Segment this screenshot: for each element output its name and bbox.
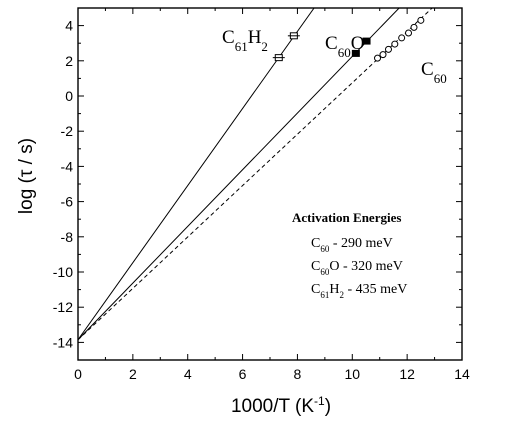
data-point-c60 [384, 45, 392, 53]
x-tick-label: 14 [454, 366, 470, 382]
legend-entry: C60O - 320 meV [311, 259, 403, 277]
data-point-c60 [410, 23, 418, 31]
x-tick-label: 6 [239, 366, 247, 382]
fit-line-c61h2 [78, 8, 315, 341]
data-point-c60o [362, 37, 371, 45]
data-point-c61h2 [287, 32, 300, 40]
data-point-c60 [391, 40, 399, 48]
series-label-c60: C60 [421, 59, 447, 86]
data-point-c60 [379, 51, 387, 59]
x-tick-label: 12 [399, 366, 415, 382]
data-point-c60 [398, 34, 406, 42]
data-point-c61h2 [272, 54, 285, 62]
x-tick-label: 8 [294, 366, 302, 382]
y-tick-label: 2 [65, 53, 73, 69]
y-tick-label: -6 [61, 194, 74, 210]
legend-entry: C61H2 - 435 meV [311, 282, 407, 300]
y-tick-label: -4 [61, 158, 74, 174]
y-tick-label: 4 [65, 18, 73, 34]
fit-line-c60o [78, 8, 400, 341]
plot-frame [77, 7, 463, 361]
series-label-c60o: C60O [325, 33, 364, 60]
fit-line-c60 [78, 8, 433, 341]
y-tick-label: 0 [65, 88, 73, 104]
y-tick-label: -2 [61, 123, 74, 139]
y-tick-label: -14 [53, 334, 73, 350]
x-tick-label: 0 [74, 366, 82, 382]
data-point-c60 [374, 54, 382, 62]
legend-entry: C60 - 290 meV [311, 236, 393, 254]
y-axis-title: log (τ / s) [16, 138, 37, 214]
x-tick-label: 2 [129, 366, 137, 382]
data-point-c60 [417, 16, 425, 24]
legend-title: Activation Energies [292, 210, 401, 225]
x-tick-label: 10 [344, 366, 360, 382]
series-label-c61h2: C61H2 [222, 27, 268, 54]
x-axis-title: 1000/T (K-1) [231, 394, 331, 417]
data-point-c60o [351, 49, 360, 57]
y-tick-label: -12 [53, 299, 73, 315]
y-tick-label: -8 [61, 229, 74, 245]
x-tick-label: 4 [184, 366, 192, 382]
data-point-c60 [405, 29, 413, 37]
y-tick-label: -10 [53, 264, 73, 280]
